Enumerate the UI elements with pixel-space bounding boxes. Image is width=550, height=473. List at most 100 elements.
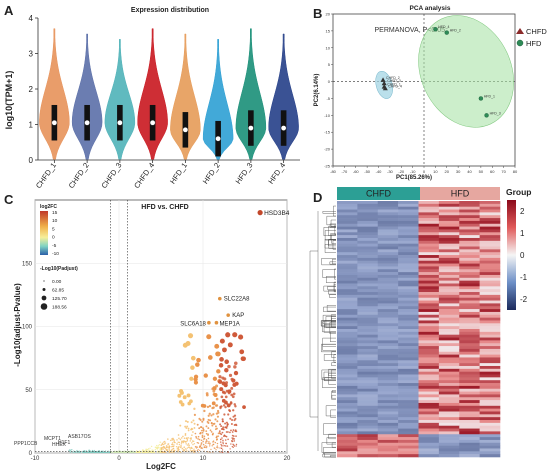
heatmap-cell	[438, 260, 460, 264]
volcano-point	[230, 386, 234, 390]
heatmap-cell	[418, 445, 440, 449]
heatmap-cell	[398, 220, 419, 225]
heatmap-cell	[479, 437, 501, 441]
heatmap-cell	[479, 294, 501, 299]
volcano-point	[193, 422, 196, 425]
heatmap-cell	[337, 343, 358, 347]
volcano-point	[215, 397, 219, 401]
heatmap-cell	[479, 249, 501, 253]
heatmap-cell	[418, 269, 440, 273]
heatmap-cell	[438, 346, 460, 350]
heatmap-cell	[479, 297, 501, 301]
heatmap-cell	[479, 431, 501, 435]
heatmap-cell	[438, 343, 460, 347]
panel-label-a: A	[4, 3, 14, 18]
heatmap-cell	[357, 428, 379, 432]
heatmap-cell	[377, 377, 399, 381]
heatmap-cell	[357, 414, 379, 418]
heatmap-cell	[438, 257, 460, 262]
heatmap-cell	[438, 286, 460, 290]
heatmap-cell	[337, 428, 358, 432]
heatmap-cell	[357, 232, 379, 236]
volcano-point	[227, 364, 231, 369]
heatmap-cell	[459, 289, 480, 293]
chart-b-ylabel: PC2(6.14%)	[314, 74, 320, 107]
heatmap-cell	[459, 303, 480, 307]
volcano-point	[190, 427, 193, 430]
heatmap-cell	[438, 422, 460, 427]
heatmap-cell	[438, 348, 460, 353]
heatmap-cell	[438, 431, 460, 435]
volcano-point	[216, 442, 219, 445]
volcano-point	[100, 451, 102, 453]
heatmap-cell	[418, 286, 440, 290]
chart-b-xtick-label: 40	[467, 169, 472, 174]
volcano-point	[229, 448, 231, 450]
volcano-point	[71, 448, 73, 451]
heatmap-cell	[479, 255, 501, 259]
heatmap-cell	[479, 323, 501, 327]
heatmap-cell	[438, 331, 460, 335]
heatmap-cell	[459, 388, 480, 392]
volcano-point	[226, 445, 229, 447]
heatmap-cell	[377, 417, 399, 421]
heatmap-cell	[398, 331, 419, 335]
heatmap-cell	[377, 212, 399, 216]
heatmap-cell	[418, 294, 440, 299]
volcano-point	[230, 423, 233, 425]
heatmap-cell	[337, 314, 358, 318]
violin-median-HFD_3	[248, 125, 254, 131]
heatmap-cell	[438, 351, 460, 355]
heatmap-cell	[459, 329, 480, 333]
heatmap-cell	[459, 454, 480, 458]
volcano-point	[182, 395, 187, 400]
heatmap-cell	[337, 203, 358, 207]
volcano-point	[231, 437, 233, 439]
volcano-point	[192, 431, 194, 433]
heatmap-cell	[418, 220, 440, 225]
heatmap-cell	[337, 266, 358, 270]
group-bar-hfd	[420, 187, 500, 200]
volcano-point	[214, 404, 218, 407]
heatmap-cell	[418, 365, 440, 370]
volcano-point	[149, 447, 151, 449]
heatmap-cell	[377, 428, 399, 432]
volcano-point	[154, 449, 156, 451]
heatmap-cell	[479, 243, 501, 247]
heatmap-cell	[377, 422, 399, 427]
volcano-point	[79, 451, 81, 453]
heatmap-cell	[377, 263, 399, 267]
heatmap-cell	[438, 218, 460, 222]
heatmap-cell	[357, 274, 379, 279]
heatmap-cell	[357, 442, 379, 446]
volcano-highlight-MEP1A	[214, 320, 219, 325]
heatmap-cell	[398, 277, 419, 281]
volcano-point	[82, 451, 85, 453]
heatmap-cell	[357, 385, 379, 390]
volcano-point	[218, 379, 223, 384]
heatmap-cell	[479, 448, 501, 452]
volcano-point	[193, 380, 199, 385]
volcano-point	[217, 435, 220, 438]
heatmap-cell	[398, 385, 419, 390]
heatmap-cell	[398, 451, 419, 455]
heatmap-cell	[377, 237, 399, 242]
volcano-point	[217, 432, 220, 435]
heatmap-cell	[479, 402, 501, 407]
heatmap-cell	[398, 274, 419, 279]
heatmap-cell	[418, 317, 440, 321]
heatmap-cell	[418, 348, 440, 353]
heatmap-cell	[337, 212, 358, 216]
volcano-point	[209, 419, 212, 422]
heatmap-cell	[418, 243, 440, 247]
volcano-point	[168, 448, 170, 450]
heatmap-cell	[357, 420, 379, 424]
volcano-point	[187, 427, 190, 430]
heatmap-cell	[357, 348, 379, 353]
heatmap-cell	[357, 365, 379, 370]
heatmap-cell	[377, 394, 399, 398]
heatmap-cell	[479, 408, 501, 412]
volcano-point	[196, 446, 199, 448]
volcano-point	[162, 443, 164, 445]
volcano-point	[190, 438, 192, 440]
